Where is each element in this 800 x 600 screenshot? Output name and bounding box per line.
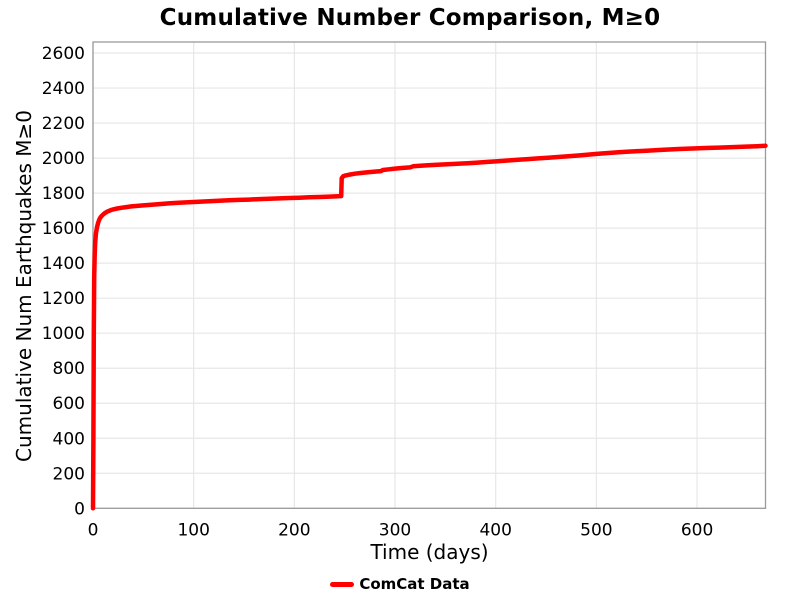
legend: ComCat Data: [0, 573, 800, 595]
x-axis-label: Time (days): [370, 540, 489, 564]
y-tick-label: 1600: [42, 219, 85, 239]
y-tick-label: 200: [53, 464, 85, 484]
y-tick-label: 2600: [42, 44, 85, 64]
y-tick-label: 1000: [42, 324, 85, 344]
series-line-comcat-data: [90, 143, 768, 511]
y-tick-label: 1200: [42, 289, 85, 309]
y-tick-label: 2000: [42, 149, 85, 169]
legend-line-swatch: [330, 581, 355, 587]
chart-title: Cumulative Number Comparison, M≥0: [159, 5, 661, 31]
x-tick-label: 300: [379, 520, 411, 540]
x-tick-label: 100: [177, 520, 209, 540]
x-tick-label: 600: [681, 520, 713, 540]
y-tick-label: 0: [74, 499, 85, 519]
x-tick-label: 200: [278, 520, 310, 540]
x-tick-label: 0: [88, 520, 99, 540]
y-tick-label: 2200: [42, 114, 85, 134]
y-axis-label: Cumulative Num Earthquakes M≥0: [12, 110, 36, 462]
y-tick-label: 1800: [42, 184, 85, 204]
x-tick-label: 400: [479, 520, 511, 540]
x-tick-label: 500: [580, 520, 612, 540]
y-tick-label: 800: [53, 359, 85, 379]
y-tick-label: 2400: [42, 79, 85, 99]
y-tick-label: 400: [53, 429, 85, 449]
y-tick-label: 600: [53, 394, 85, 414]
y-tick-label: 1400: [42, 254, 85, 274]
legend-label: ComCat Data: [359, 575, 470, 593]
